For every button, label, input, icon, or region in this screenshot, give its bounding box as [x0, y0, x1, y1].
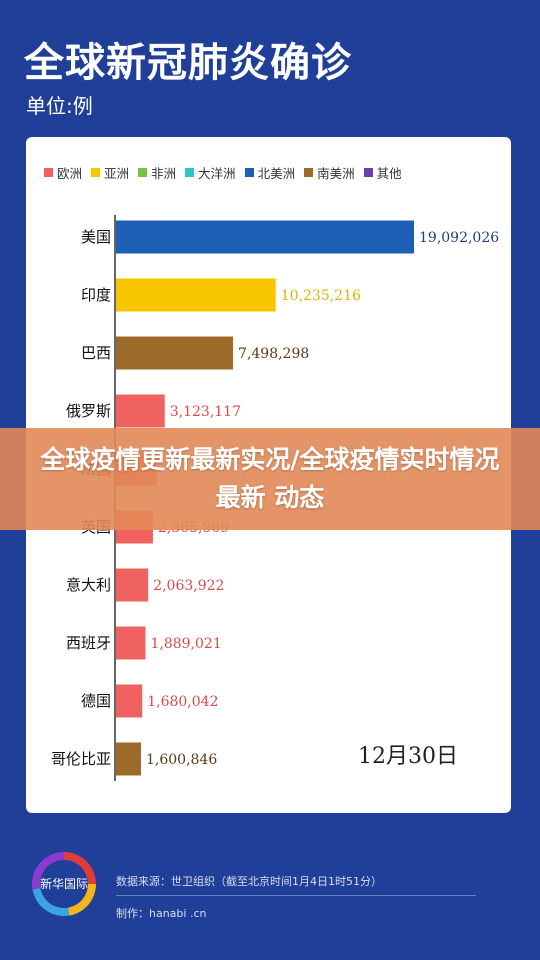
- credit-line: 制作：hanabi .cn: [116, 907, 207, 920]
- bar: [116, 568, 149, 602]
- category-tick-label: 西班牙: [66, 634, 111, 652]
- value-label: 1,889,021: [150, 636, 221, 652]
- legend-swatch: [244, 167, 254, 177]
- category-tick-label: 印度: [81, 286, 111, 304]
- category-tick-label: 德国: [81, 692, 111, 710]
- logo-text: 新华国际: [40, 860, 88, 908]
- xinhua-logo: 新华国际: [32, 852, 96, 916]
- bar: [116, 336, 234, 370]
- legend-item: 南美洲: [304, 163, 355, 182]
- footer-divider: [116, 895, 476, 896]
- legend-item: 其他: [363, 163, 402, 182]
- value-label: 1,600,846: [146, 752, 217, 768]
- legend-swatch: [91, 167, 101, 177]
- legend-label: 大洋洲: [198, 165, 236, 181]
- legend-label: 北美洲: [257, 165, 296, 181]
- value-label: 10,235,216: [281, 288, 361, 304]
- date-label: 12月30日: [358, 744, 458, 769]
- category-tick-label: 哥伦比亚: [51, 750, 111, 768]
- legend-label: 非洲: [151, 165, 177, 181]
- legend-item: 亚洲: [91, 163, 129, 182]
- legend-swatch: [138, 167, 148, 177]
- value-label: 3,123,117: [170, 404, 241, 420]
- legend-label: 南美洲: [317, 165, 355, 181]
- category-tick-label: 巴西: [81, 344, 111, 362]
- legend-swatch: [185, 167, 195, 177]
- legend-label: 其他: [376, 165, 402, 181]
- overlay-banner[interactable]: 全球疫情更新最新实况/全球疫情实时情况最新 动态: [0, 428, 540, 530]
- legend-label: 亚洲: [104, 165, 130, 181]
- banner-text: 全球疫情更新最新实况/全球疫情实时情况最新 动态: [40, 445, 500, 512]
- bar: [116, 742, 141, 776]
- unit-label: 单位:例: [26, 94, 93, 118]
- data-source: 数据来源：世卫组织（截至北京时间1月4日1时51分）: [116, 875, 382, 888]
- value-label: 19,092,026: [419, 230, 499, 246]
- legend-item: 大洋洲: [185, 163, 236, 182]
- page-title: 全球新冠肺炎确诊: [24, 40, 352, 86]
- category-tick-label: 美国: [81, 228, 111, 246]
- value-label: 1,680,042: [147, 694, 218, 710]
- value-label: 7,498,298: [238, 346, 309, 362]
- bar: [116, 626, 146, 660]
- category-tick-label: 俄罗斯: [66, 402, 111, 420]
- chart-legend: 欧洲 亚洲 非洲 大洋洲 北美洲 南美洲 其他: [44, 162, 402, 182]
- legend-swatch: [304, 167, 314, 177]
- legend-item: 非洲: [138, 163, 176, 182]
- legend-swatch: [44, 167, 53, 177]
- legend-item: 欧洲: [44, 163, 82, 182]
- bar: [116, 278, 276, 312]
- legend-swatch: [363, 167, 373, 177]
- legend-label: 欧洲: [57, 165, 83, 181]
- category-tick-label: 意大利: [66, 576, 111, 594]
- value-label: 2,063,922: [153, 578, 224, 594]
- bar: [116, 220, 414, 254]
- bar: [116, 684, 143, 718]
- bar: [116, 394, 165, 428]
- legend-item: 北美洲: [244, 163, 296, 182]
